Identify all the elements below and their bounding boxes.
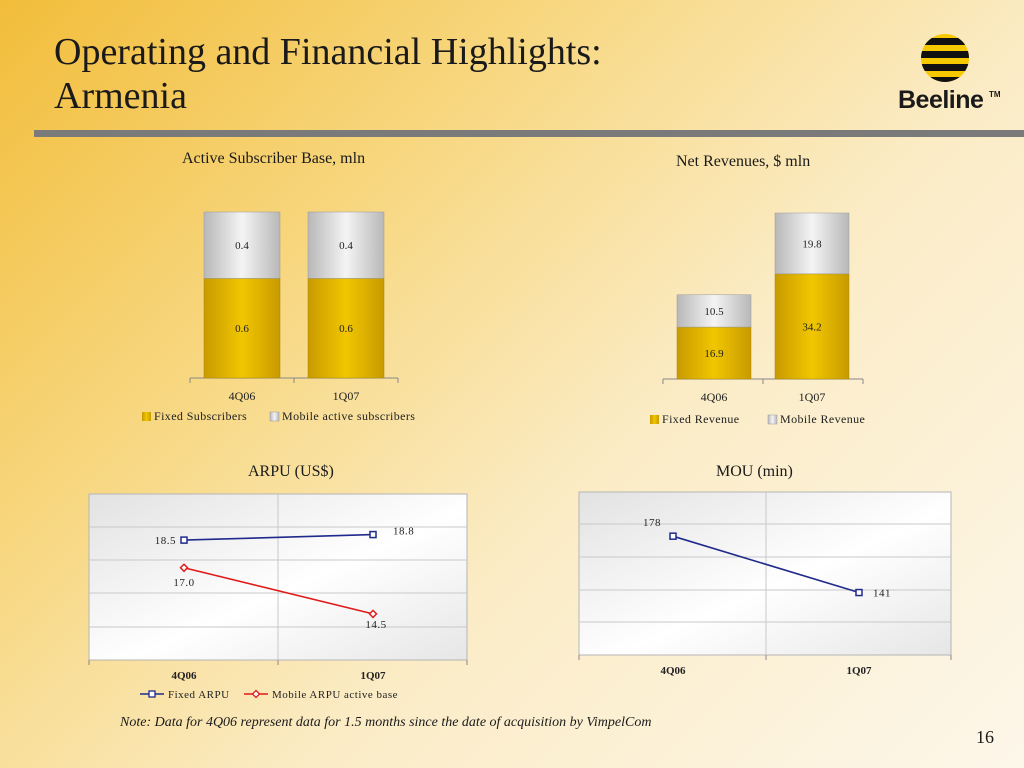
legend-swatch-fixed	[142, 412, 151, 421]
bar-mobile-4Q06	[203, 211, 281, 279]
x-tick-label: 1Q07	[846, 665, 872, 677]
beeline-logo-icon	[921, 34, 969, 82]
data-label-fixed: 0.6	[235, 323, 249, 335]
legend-label: Fixed ARPU	[168, 689, 230, 701]
data-label: 18.5	[155, 535, 176, 547]
logo-trademark: TM	[989, 90, 1001, 99]
x-tick-label: 1Q07	[333, 389, 360, 403]
page-number: 16	[976, 727, 994, 747]
x-tick-label: 1Q07	[799, 390, 826, 404]
x-tick-label: 4Q06	[171, 670, 197, 682]
bar-fixed-1Q07	[307, 278, 385, 379]
arpu-chart-title: ARPU (US$)	[248, 463, 334, 480]
x-tick-label: 1Q07	[360, 670, 386, 682]
legend-swatch-fixed	[650, 415, 659, 424]
bar-fixed-4Q06	[676, 326, 752, 380]
data-point-marker	[669, 532, 677, 540]
slide-title-line1: Operating and Financial Highlights:	[54, 31, 602, 73]
legend-label: Mobile ARPU active base	[272, 689, 398, 701]
data-label-mobile: 0.4	[339, 240, 353, 252]
data-point-marker	[855, 588, 863, 597]
data-label-mobile: 10.5	[704, 306, 724, 318]
data-label-mobile: 19.8	[802, 238, 822, 250]
bar-mobile-4Q06	[676, 294, 752, 328]
data-label: 178	[643, 517, 661, 529]
legend-marker	[251, 689, 261, 699]
data-point-marker	[368, 609, 378, 619]
mou-chart-title: MOU (min)	[716, 463, 793, 480]
legend-label-fixed: Fixed Revenue	[662, 412, 740, 426]
data-label-fixed: 0.6	[339, 323, 353, 335]
legend-label-fixed: Fixed Subscribers	[154, 409, 247, 423]
x-tick-label: 4Q06	[660, 665, 686, 677]
legend-swatch-mobile	[767, 414, 778, 425]
data-label: 18.8	[393, 526, 414, 538]
series-line-0	[183, 533, 374, 541]
legend-swatch-mobile	[269, 411, 280, 422]
x-tick-label: 4Q06	[229, 389, 256, 403]
data-label-fixed: 16.9	[704, 348, 724, 360]
plot-area	[578, 491, 952, 656]
bar-mobile-1Q07	[307, 211, 385, 279]
footnote: Note: Data for 4Q06 represent data for 1…	[120, 715, 652, 730]
data-point-marker	[180, 536, 188, 544]
data-label: 17.0	[173, 577, 194, 589]
x-tick-label: 4Q06	[701, 390, 728, 404]
legend-label-mobile: Mobile active subscribers	[282, 409, 415, 423]
bar-mobile-1Q07	[774, 212, 850, 275]
slide-title-line2: Armenia	[54, 75, 187, 117]
legend-label-mobile: Mobile Revenue	[780, 412, 865, 426]
bar-fixed-4Q06	[203, 278, 281, 379]
revenues-chart-title: Net Revenues, $ mln	[676, 153, 811, 170]
data-point-marker	[179, 563, 189, 573]
title-divider	[34, 130, 1024, 137]
logo-wordmark: Beeline	[898, 86, 984, 114]
series-line-0	[672, 535, 860, 594]
series-line-1	[183, 567, 374, 615]
data-point-marker	[369, 530, 377, 539]
slide-title: Operating and Financial Highlights: Arme…	[54, 30, 814, 118]
data-label: 141	[873, 588, 891, 600]
data-label-mobile: 0.4	[235, 240, 249, 252]
legend-marker	[148, 690, 156, 698]
bar-fixed-1Q07	[774, 273, 850, 380]
data-label: 14.5	[365, 619, 386, 631]
data-label-fixed: 34.2	[802, 321, 821, 333]
subscribers-chart-title: Active Subscriber Base, mln	[182, 150, 366, 167]
